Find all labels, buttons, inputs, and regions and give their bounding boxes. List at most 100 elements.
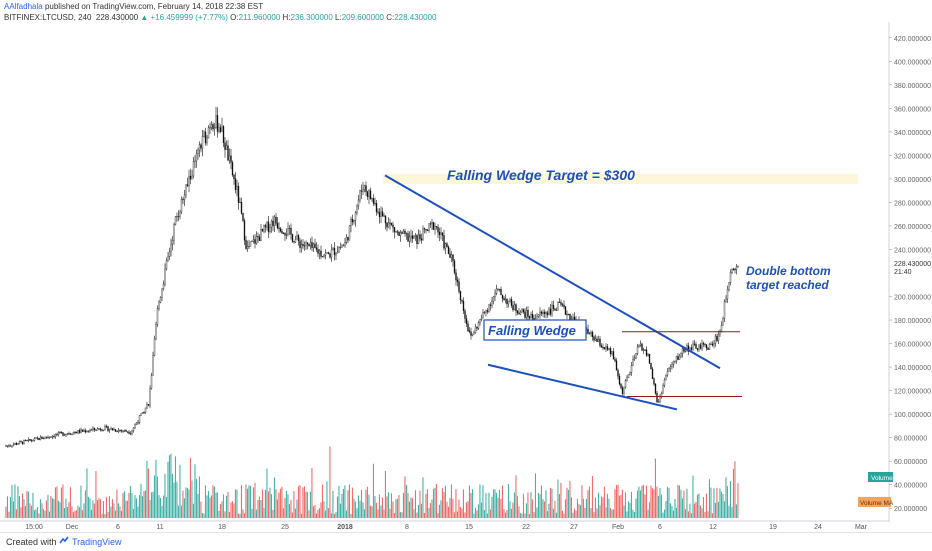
candle-body — [14, 443, 16, 445]
candle-body — [20, 441, 22, 443]
volume-bar — [267, 491, 269, 518]
candle-body — [47, 437, 49, 439]
candle-body — [375, 203, 378, 213]
volume-bar — [731, 507, 733, 518]
volume-bar — [290, 499, 292, 518]
candle-body — [188, 175, 190, 186]
wedge-lower-line — [487, 363, 678, 411]
volume-bar — [392, 501, 394, 518]
volume-bar — [519, 513, 521, 518]
candle-body — [561, 304, 564, 306]
volume-bar — [528, 513, 530, 518]
volume-bar — [111, 499, 113, 518]
volume-bar — [554, 500, 556, 518]
candle-body — [723, 301, 726, 319]
volume-bar — [377, 509, 379, 518]
volume-bar — [350, 513, 352, 518]
candle-body — [155, 324, 157, 340]
candle-body — [297, 235, 300, 242]
price-chart[interactable]: Falling Wedge Target = $300 Falling Wedge… — [0, 0, 932, 532]
volume-bar — [80, 485, 82, 518]
volume-bar — [36, 507, 38, 518]
candle-body — [660, 393, 663, 397]
candle-body — [222, 126, 225, 143]
volume-bar — [230, 502, 232, 518]
volume-bar — [417, 504, 419, 518]
volume-bar — [75, 510, 77, 518]
volume-bar — [89, 498, 91, 518]
volume-bar — [296, 499, 298, 518]
volume-bar — [140, 483, 142, 518]
candle-body — [119, 429, 121, 431]
candle-body — [528, 316, 531, 319]
volume-bar — [206, 495, 208, 518]
candle-body — [75, 432, 78, 434]
candle-body — [267, 221, 270, 232]
candle-body — [422, 228, 424, 241]
candle-body — [527, 310, 529, 317]
candle-body — [53, 435, 55, 437]
candle-body — [611, 351, 613, 355]
volume-bar — [209, 497, 211, 518]
candle-body — [68, 433, 70, 435]
volume-bar — [465, 502, 467, 518]
volume-bar — [452, 498, 454, 518]
volume-bar — [471, 489, 473, 518]
candle-body — [296, 235, 298, 240]
time-tick-label: 24 — [814, 524, 822, 531]
candle-body — [506, 298, 508, 305]
volume-bar — [429, 503, 431, 518]
volume-bar — [17, 486, 19, 518]
volume-bar — [719, 488, 721, 518]
volume-bar — [216, 492, 218, 518]
volume-bar — [728, 505, 730, 518]
candle-body — [374, 203, 376, 205]
volume-bar — [240, 485, 242, 518]
volume-bar — [48, 511, 50, 518]
candle-body — [465, 318, 468, 324]
candle-body — [734, 269, 736, 271]
candle-body — [710, 343, 712, 345]
volume-bar — [612, 509, 614, 518]
tradingview-brand-link[interactable]: TradingView — [72, 537, 122, 547]
volume-bar — [551, 488, 553, 518]
candle-body — [737, 266, 739, 268]
volume-bar — [444, 485, 446, 518]
double-bottom-annotation-line2: target reached — [746, 278, 829, 292]
publish-line: AAlfadhala published on TradingView.com,… — [4, 2, 263, 11]
low-label: L: — [335, 13, 342, 22]
volume-bar — [713, 488, 715, 518]
price-tick-label: 420.000000 — [894, 36, 931, 43]
double-bottom-annotation-line1: Double bottom — [746, 264, 831, 278]
volume-bar — [644, 494, 646, 518]
volume-bar — [435, 484, 437, 518]
candle-body — [464, 310, 466, 319]
time-tick-label: 27 — [570, 524, 578, 531]
volume-bar — [440, 500, 442, 518]
candle-body — [396, 231, 399, 233]
volume-bar — [540, 485, 542, 518]
candle-body — [54, 434, 57, 437]
candle-body — [104, 426, 106, 431]
candle-body — [428, 223, 430, 231]
candle-body — [648, 353, 651, 364]
candle-body — [174, 216, 177, 225]
volume-bar — [306, 491, 308, 518]
volume-bar — [410, 497, 412, 518]
candle-body — [639, 343, 642, 346]
candle-body — [720, 325, 723, 332]
volume-bar — [122, 493, 124, 518]
volume-bar — [324, 510, 326, 518]
candle-body — [677, 356, 679, 360]
candle-body — [203, 131, 205, 137]
volume-bar — [510, 508, 512, 518]
author-link[interactable]: AAlfadhala — [4, 2, 43, 11]
volume-bar — [722, 493, 724, 518]
volume-bar — [339, 503, 341, 518]
price-tick-label: 60.000000 — [894, 459, 927, 466]
volume-bar — [708, 479, 710, 518]
volume-bar — [326, 481, 328, 518]
volume-bar — [477, 504, 479, 518]
volume-bar — [131, 493, 133, 518]
volume-bar — [15, 509, 17, 518]
